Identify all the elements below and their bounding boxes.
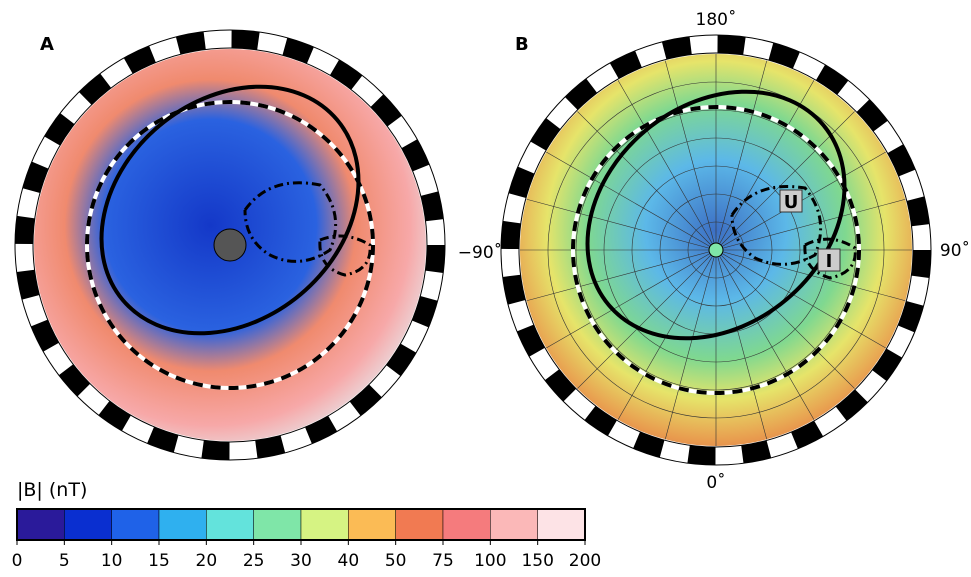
pole-marker [709,243,723,257]
color-bin [254,509,301,540]
color-bin [443,509,490,540]
color-bin [64,509,111,540]
direction-label: 180˚ [696,9,737,30]
colorbar-tick-label: 75 [432,551,454,571]
colorbar-tick-label: 15 [148,551,170,571]
colorbar-tick-label: 25 [243,551,265,571]
colorbar-tick-label: 10 [101,551,123,571]
colorbar-tick-label: 200 [569,551,601,571]
panel-label: A [40,34,54,55]
color-bin [159,509,206,540]
colorbar-title: |B| (nT) [17,479,87,501]
colorbar-tick-label: 100 [474,551,506,571]
region-label: U [784,192,799,213]
color-bin [348,509,395,540]
figure: A U I B 180˚ 0˚ −90˚ 90˚ |B| (nT) 0 5 10 15… [0,0,971,573]
color-bin [490,509,537,540]
color-bin [17,509,64,540]
colorbar-tick-label: 50 [385,551,407,571]
colorbar-tick-label: 5 [59,551,70,571]
color-bin [538,509,585,540]
direction-label: 0˚ [706,472,725,493]
colorbar-tick-label: 20 [196,551,218,571]
region-label: I [826,251,833,272]
color-bin [301,509,348,540]
colorbar-tick-label: 30 [290,551,312,571]
direction-label: 90˚ [940,240,970,261]
map-a: A [15,30,445,460]
pole-marker [214,229,246,261]
colorbar-tick-label: 40 [338,551,360,571]
colorbar-tick-label: 0 [12,551,23,571]
color-bin [206,509,253,540]
panel-label: B [515,34,529,55]
color-bin [396,509,443,540]
map-b: U I B 180˚ 0˚ −90˚ 90˚ [458,9,970,493]
colorbar: |B| (nT) 0 5 10 15 20 25 30 40 50 75 100 150 200 [12,479,602,571]
direction-label: −90˚ [458,242,502,263]
color-bin [112,509,159,540]
colorbar-tick-label: 150 [521,551,553,571]
